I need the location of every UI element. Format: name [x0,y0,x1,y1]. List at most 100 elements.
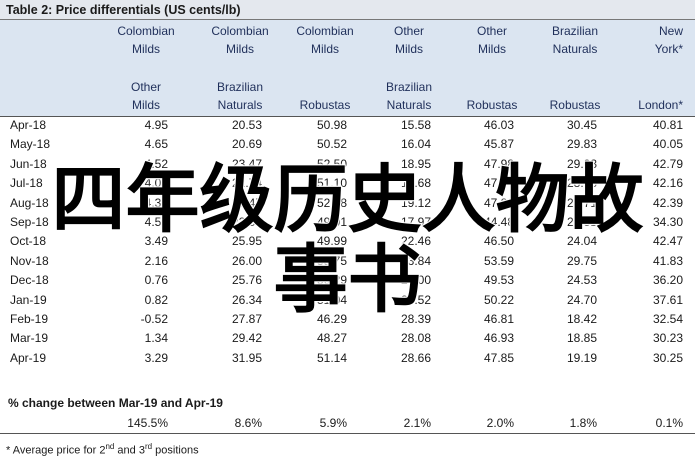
cell: 25.95 [231,234,262,249]
column-header: York* [654,42,683,56]
table-title: Table 2: Price differentials (US cents/l… [0,0,695,20]
cell: 52.50 [316,156,347,171]
change-cell: 5.9% [319,416,347,430]
cell: 51.14 [316,350,347,365]
row-label: Mar-19 [10,331,49,346]
cell: 47.85 [483,350,514,365]
column-header: London* [638,98,683,112]
cell: 24.70 [566,292,597,307]
cell: 31.95 [231,350,262,365]
column-header: Colombian [211,24,269,38]
row-label: Aug-18 [10,195,49,210]
cell: 25.52 [400,292,431,307]
table-row: Jun-18 4.52 23.47 52.50 18.95 47.98 29.03 42.79 [0,155,695,174]
change-cell: 8.6% [234,416,262,430]
cell: 46.50 [483,234,514,249]
column-header: Milds [131,98,160,112]
cell: 23.84 [400,253,431,268]
cell: 50.22 [483,292,514,307]
column-header: Colombian [117,24,175,38]
column-header: Brazilian [551,24,599,38]
cell: 40.05 [652,137,683,152]
cell: 26.34 [231,292,262,307]
cell: 42.39 [652,195,683,210]
cell: 45.87 [483,137,514,152]
cell: 3.49 [144,234,168,249]
cell: 46.93 [483,331,514,346]
footnote-sup: nd [105,442,115,451]
table-row: May-18 4.65 20.69 50.52 16.04 45.87 29.83 40.05 [0,135,695,154]
cell: 28.66 [400,350,431,365]
cell: 42.16 [652,176,683,191]
table-header: Colombian Milds Other Milds Colombian Milds Br… [0,20,695,117]
column-header: Brazilian [385,80,433,94]
cell: 26.51 [566,214,597,229]
cell: 51.10 [316,176,347,191]
cell: 47.04 [483,176,514,191]
table-row: Mar-19 1.34 29.42 48.27 28.08 46.93 18.85 30.23 [0,329,695,348]
cell: 19.19 [566,350,597,365]
cell: 23.47 [231,195,262,210]
column-header: Other [393,24,424,38]
cell: 20.69 [231,137,262,152]
cell: 29.83 [566,137,597,152]
cell: 49.53 [483,273,514,288]
cell: 18.85 [566,331,597,346]
change-cell: 2.1% [403,416,431,430]
footnote-text: positions [152,444,199,457]
cell: 26.00 [231,253,262,268]
row-label: Jul-18 [10,176,43,191]
column-header: Milds [394,42,423,56]
change-cell: 2.0% [486,416,514,430]
cell: 2.16 [144,253,168,268]
cell: 50.29 [316,273,347,288]
footnote-sup: rd [144,442,153,451]
table-row: Jul-18 4.06 22.74 51.10 18.68 47.04 28.36 42.16 [0,174,695,193]
cell: 46.81 [483,311,514,326]
cell: 30.45 [566,118,597,132]
cell: 4.35 [144,195,168,210]
cell: 16.04 [400,137,431,152]
table-row: Sep-18 4.53 22.50 49.01 17.97 44.48 26.51 34.30 [0,213,695,232]
row-label: Dec-18 [10,273,49,288]
cell: 24.53 [566,273,597,288]
column-header: Milds [131,42,160,56]
cell: 15.58 [400,118,431,132]
column-header: Robustas [549,98,601,112]
row-label: Jun-18 [10,156,47,171]
row-label: Nov-18 [10,253,49,268]
cell: 46.29 [316,311,347,326]
cell: 47.83 [483,195,514,210]
column-header: Other [130,80,161,94]
cell: 4.95 [144,118,168,132]
cell: 37.61 [652,292,683,307]
cell: 18.95 [400,156,431,171]
cell: 28.71 [566,195,597,210]
cell: 49.01 [316,214,347,229]
cell: 36.20 [652,273,683,288]
cell: 22.74 [231,176,262,191]
cell: 29.75 [566,253,597,268]
cell: 55.75 [316,253,347,268]
column-header: Other [476,24,507,38]
footnote-text: and 3 [114,444,145,457]
cell: 52.18 [316,195,347,210]
cell: 3.29 [144,350,168,365]
table-row: Feb-19 -0.52 27.87 46.29 28.39 46.81 18.42 32.5… [0,310,695,329]
footnote: * Average price for 2nd and 3rd position… [6,439,199,459]
cell: 1.34 [144,331,168,346]
cell: 29.03 [566,156,597,171]
cell: 42.79 [652,156,683,171]
cell: 30.23 [652,331,683,346]
cell: 40.81 [652,118,683,132]
row-label: Feb-19 [10,311,49,326]
change-row: 145.5% 8.6% 5.9% 2.1% 2.0% 1.8% 0.1% [0,413,695,434]
cell: 0.82 [144,292,168,307]
cell: 42.47 [652,234,683,249]
column-header: Milds [310,42,339,56]
cell: 18.68 [400,176,431,191]
footnote-text: * Average price for 2 [6,444,106,457]
cell: 4.53 [144,214,168,229]
column-header: Brazilian [216,80,264,94]
